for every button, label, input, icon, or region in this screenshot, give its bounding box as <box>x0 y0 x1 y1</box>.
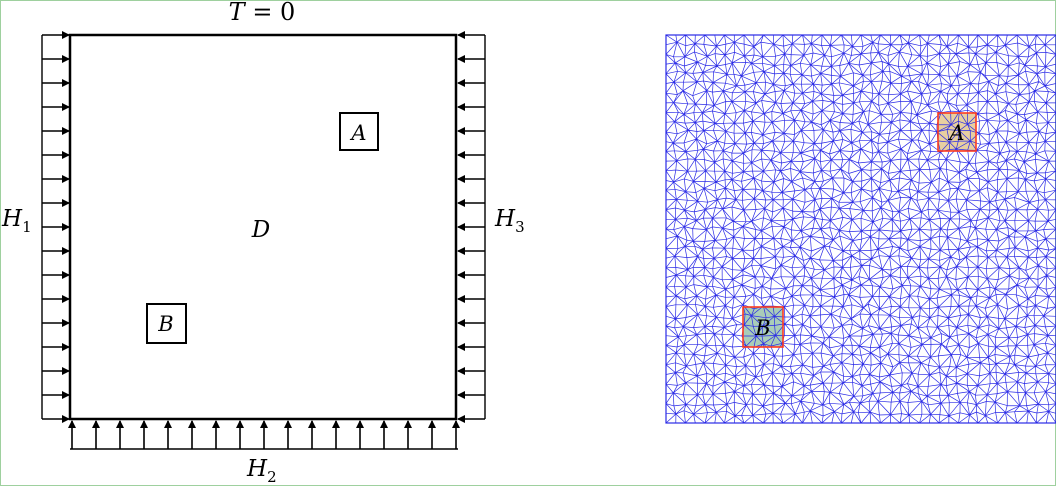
left-flux-arrows <box>41 31 70 423</box>
region-a-outline <box>937 112 977 152</box>
bottom-flux-arrows <box>68 420 460 450</box>
right-flux-arrows <box>457 31 486 423</box>
mesh-label-a: A <box>947 121 964 145</box>
top-label: T = 0 <box>229 0 296 26</box>
mesh-label-b: B <box>754 316 770 340</box>
region-b-outline <box>742 306 784 348</box>
right-label: H3 <box>494 206 525 236</box>
domain-label: D <box>251 217 270 243</box>
mesh-edges <box>665 34 1056 424</box>
left-panel: T = 0 H1 H3 H2 D A B <box>1 0 525 486</box>
left-label: H1 <box>1 206 32 236</box>
svg-text:B: B <box>157 312 173 336</box>
box-b: B <box>146 303 187 344</box>
domain-boundary <box>68 33 458 421</box>
triangular-mesh <box>665 34 1056 424</box>
mesh-boundary <box>665 34 1056 424</box>
box-a: A <box>339 112 379 151</box>
bottom-label: H2 <box>246 456 277 486</box>
region-a-fill <box>938 113 976 151</box>
svg-text:A: A <box>349 121 366 145</box>
right-panel: A B <box>665 34 1056 424</box>
